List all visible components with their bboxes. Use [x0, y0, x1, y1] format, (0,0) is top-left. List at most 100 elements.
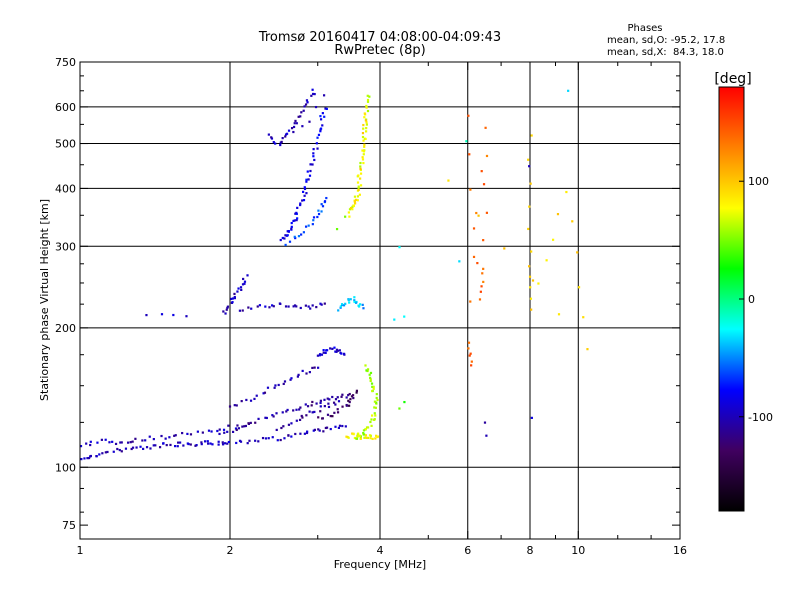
data-point: [334, 350, 337, 353]
data-point: [329, 347, 332, 350]
data-point: [235, 428, 238, 432]
data-point: [254, 421, 257, 424]
data-point: [237, 427, 241, 430]
data-point: [530, 250, 533, 253]
data-point: [351, 205, 354, 208]
data-point: [312, 92, 315, 96]
data-point: [537, 282, 540, 285]
data-point: [87, 456, 91, 460]
data-point: [154, 444, 157, 447]
data-point: [332, 401, 336, 404]
data-point: [89, 443, 92, 447]
data-point: [141, 439, 144, 442]
data-point: [364, 364, 367, 367]
data-point: [295, 219, 298, 222]
data-point: [475, 211, 478, 215]
data-point: [160, 313, 164, 316]
data-point: [236, 424, 239, 427]
data-point: [362, 429, 366, 432]
data-point: [369, 376, 372, 379]
data-point: [186, 432, 189, 436]
data-point: [241, 283, 245, 286]
data-point: [304, 304, 307, 307]
data-point: [243, 425, 246, 428]
data-point: [120, 441, 123, 444]
data-point: [145, 446, 149, 449]
data-point: [234, 427, 238, 430]
data-point: [485, 154, 489, 158]
data-point: [370, 424, 373, 427]
colorbar-ticks: 100 0 -100: [739, 175, 773, 424]
data-point: [119, 441, 122, 444]
data-point: [307, 178, 310, 181]
data-point: [96, 441, 99, 444]
data-point: [283, 380, 287, 383]
data-point: [310, 404, 313, 407]
data-point: [275, 428, 278, 432]
data-point: [152, 444, 155, 447]
data-point: [353, 195, 357, 198]
data-point: [353, 299, 356, 302]
data-point: [357, 186, 360, 190]
data-point: [320, 353, 324, 356]
data-point: [530, 308, 533, 311]
data-point: [528, 165, 531, 168]
data-point: [313, 428, 316, 431]
data-point: [185, 315, 188, 318]
data-point: [336, 411, 340, 414]
data-point: [345, 435, 348, 438]
data-point: [116, 447, 119, 451]
data-point: [527, 158, 530, 161]
data-point: [364, 119, 367, 122]
data-point: [297, 373, 300, 376]
data-point: [230, 297, 233, 301]
data-point: [276, 439, 279, 442]
data-point: [312, 148, 315, 151]
data-point: [326, 397, 329, 400]
data-point: [365, 121, 368, 124]
data-point: [293, 304, 297, 307]
data-point: [296, 375, 299, 378]
data-point: [365, 126, 368, 130]
data-point: [200, 443, 203, 446]
data-point: [254, 439, 257, 442]
data-point: [306, 101, 309, 104]
data-point: [365, 123, 369, 126]
data-point: [304, 225, 308, 228]
data-point: [303, 105, 306, 108]
data-point: [472, 227, 476, 230]
data-point: [337, 400, 341, 403]
data-point: [341, 393, 344, 396]
data-point: [100, 438, 103, 441]
data-point: [368, 373, 371, 376]
y-tick-label: 750: [55, 56, 76, 69]
data-point: [557, 313, 561, 316]
x-tick-label: 6: [464, 544, 471, 557]
data-point: [322, 430, 325, 433]
data-point: [321, 124, 324, 127]
data-point: [363, 112, 366, 115]
data-point: [294, 432, 297, 436]
data-point: [357, 432, 360, 435]
data-point: [309, 169, 312, 173]
data-point: [364, 137, 367, 141]
data-point: [306, 430, 309, 433]
data-point: [370, 418, 373, 421]
data-point: [288, 240, 292, 243]
data-point: [313, 410, 316, 414]
data-point: [327, 402, 330, 405]
data-point: [319, 410, 322, 413]
data-point: [169, 443, 172, 447]
data-point: [361, 156, 364, 159]
data-point: [80, 458, 83, 461]
data-point: [282, 382, 285, 386]
y-tick-label: 600: [55, 101, 76, 114]
data-point: [324, 351, 327, 355]
data-point: [244, 424, 247, 428]
data-point: [286, 234, 289, 237]
data-point: [351, 394, 355, 397]
data-point: [311, 163, 314, 166]
data-point: [250, 307, 253, 310]
data-point: [353, 296, 356, 299]
